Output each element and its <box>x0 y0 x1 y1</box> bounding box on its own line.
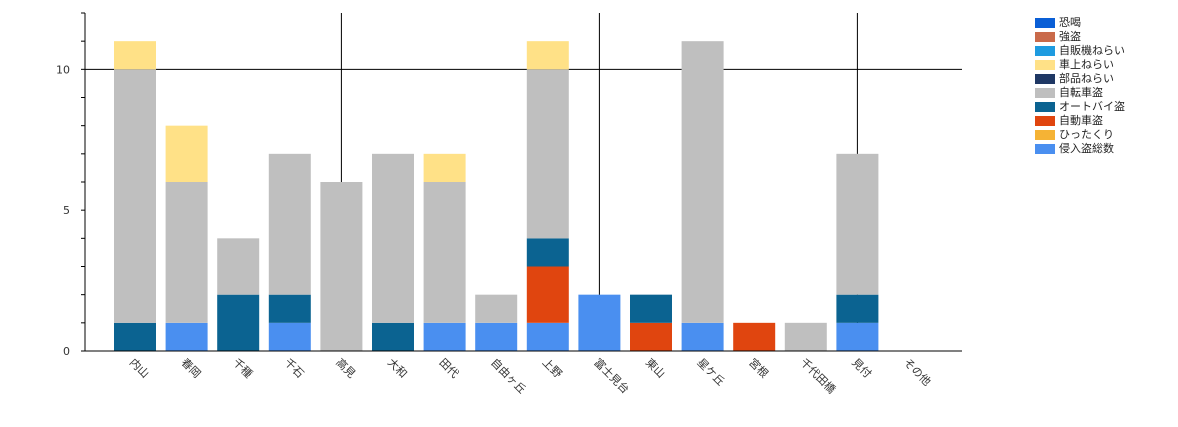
bar-segment <box>268 322 311 351</box>
legend-swatch <box>1035 102 1055 112</box>
x-tick-label: 星ケ丘 <box>694 356 727 389</box>
legend-label: 恐喝 <box>1059 16 1081 29</box>
legend-label: 侵入盗総数 <box>1059 142 1114 155</box>
bar-segment <box>578 294 621 351</box>
x-tick-label: その他 <box>901 356 934 389</box>
legend-swatch <box>1035 144 1055 154</box>
y-tick-label: 10 <box>56 63 70 76</box>
bar-segment <box>165 125 208 182</box>
x-tick-label: 自由ヶ丘 <box>488 355 529 396</box>
legend-swatch <box>1035 116 1055 126</box>
legend-label: 自動車盗 <box>1059 114 1103 127</box>
x-tick-label: 千種 <box>230 355 255 380</box>
legend-swatch <box>1035 60 1055 70</box>
legend-swatch <box>1035 130 1055 140</box>
bar-segment <box>217 238 260 295</box>
x-tick-label: 上野 <box>540 356 565 381</box>
legend-label: 自販機ねらい <box>1059 44 1125 57</box>
legend-label: 強盗 <box>1059 30 1081 43</box>
legend-label: 自転車盗 <box>1059 86 1103 99</box>
bar-segment <box>836 322 879 351</box>
legend-label: 部品ねらい <box>1059 72 1114 85</box>
x-tick-label: 富士見台 <box>591 355 632 396</box>
legend: 恐喝 強盗 自販機ねらい 車上ねらい 部品ねらい 自転車盗 オートバイ盗 自動車盗 ひったくり侵… <box>1035 16 1125 156</box>
legend-label: ひったくり <box>1059 128 1114 141</box>
bar-segment <box>526 322 569 351</box>
bar-segment <box>114 41 156 70</box>
legend-item: オートバイ盗 <box>1035 100 1125 114</box>
legend-item: 恐喝 <box>1035 16 1125 30</box>
bar-segment <box>836 294 879 323</box>
axes-layer <box>81 12 962 352</box>
legend-label: 車上ねらい <box>1059 58 1114 71</box>
bar-segment <box>423 153 466 182</box>
legend-item: 自転車盗 <box>1035 86 1125 100</box>
bar-segment <box>526 41 569 70</box>
x-tick-label: 大和 <box>385 355 410 380</box>
legend-item: 自動車盗 <box>1035 114 1125 128</box>
bars-layer <box>114 41 879 351</box>
bar-segment <box>423 182 466 323</box>
bar-segment <box>784 322 827 351</box>
bar-segment <box>165 322 208 351</box>
legend-swatch <box>1035 74 1055 84</box>
bar-segment <box>681 322 724 351</box>
bar-segment <box>165 182 208 323</box>
bar-segment <box>475 322 518 351</box>
bar-segment <box>526 69 569 239</box>
legend-item: 自販機ねらい <box>1035 44 1125 58</box>
bar-segment <box>320 182 363 351</box>
y-axis-ticks: 0 5 10 <box>56 63 70 358</box>
bar-segment <box>526 266 569 323</box>
legend-label: オートバイ盗 <box>1059 100 1125 113</box>
bar-segment <box>423 322 466 351</box>
bar-segment <box>630 322 672 351</box>
bar-segment <box>114 322 156 351</box>
legend-item: 侵入盗総数 <box>1035 142 1125 156</box>
legend-item: 強盗 <box>1035 30 1125 44</box>
bar-segment <box>475 294 518 323</box>
legend-swatch <box>1035 18 1055 28</box>
bar-segment <box>630 294 672 323</box>
gridlines <box>85 13 962 351</box>
bar-segment <box>836 153 879 295</box>
legend-swatch <box>1035 46 1055 56</box>
x-axis-labels: 内山 春岡 千種 千石 高見 大和 田代 自由ヶ丘 上野 富士見台 東山 星ケ丘 宮根 千代田橋 見付 その他 <box>127 355 934 396</box>
y-tick-label: 5 <box>63 204 70 217</box>
x-tick-label: 見付 <box>849 356 874 381</box>
x-tick-label: 田代 <box>436 356 461 381</box>
x-tick-label: 千代田橋 <box>798 355 839 396</box>
x-tick-label: 東山 <box>643 356 668 381</box>
bar-segment <box>372 153 414 323</box>
bar-segment <box>268 294 311 323</box>
x-tick-label: 宮根 <box>746 355 771 380</box>
legend-item: ひったくり <box>1035 128 1125 142</box>
y-tick-label: 0 <box>63 345 70 358</box>
bar-segment <box>114 69 156 323</box>
bar-segment <box>217 294 260 351</box>
legend-item: 部品ねらい <box>1035 72 1125 86</box>
legend-swatch <box>1035 32 1055 42</box>
bar-segment <box>268 153 311 295</box>
x-tick-label: 高見 <box>333 355 358 380</box>
bar-segment <box>526 238 569 267</box>
x-tick-label: 千石 <box>282 356 307 381</box>
x-tick-label: 内山 <box>127 355 152 380</box>
legend-item: 車上ねらい <box>1035 58 1125 72</box>
x-tick-label: 春岡 <box>178 356 203 381</box>
bar-segment <box>372 322 414 351</box>
bar-segment <box>733 322 776 351</box>
bar-segment <box>681 41 724 323</box>
legend-swatch <box>1035 88 1055 98</box>
